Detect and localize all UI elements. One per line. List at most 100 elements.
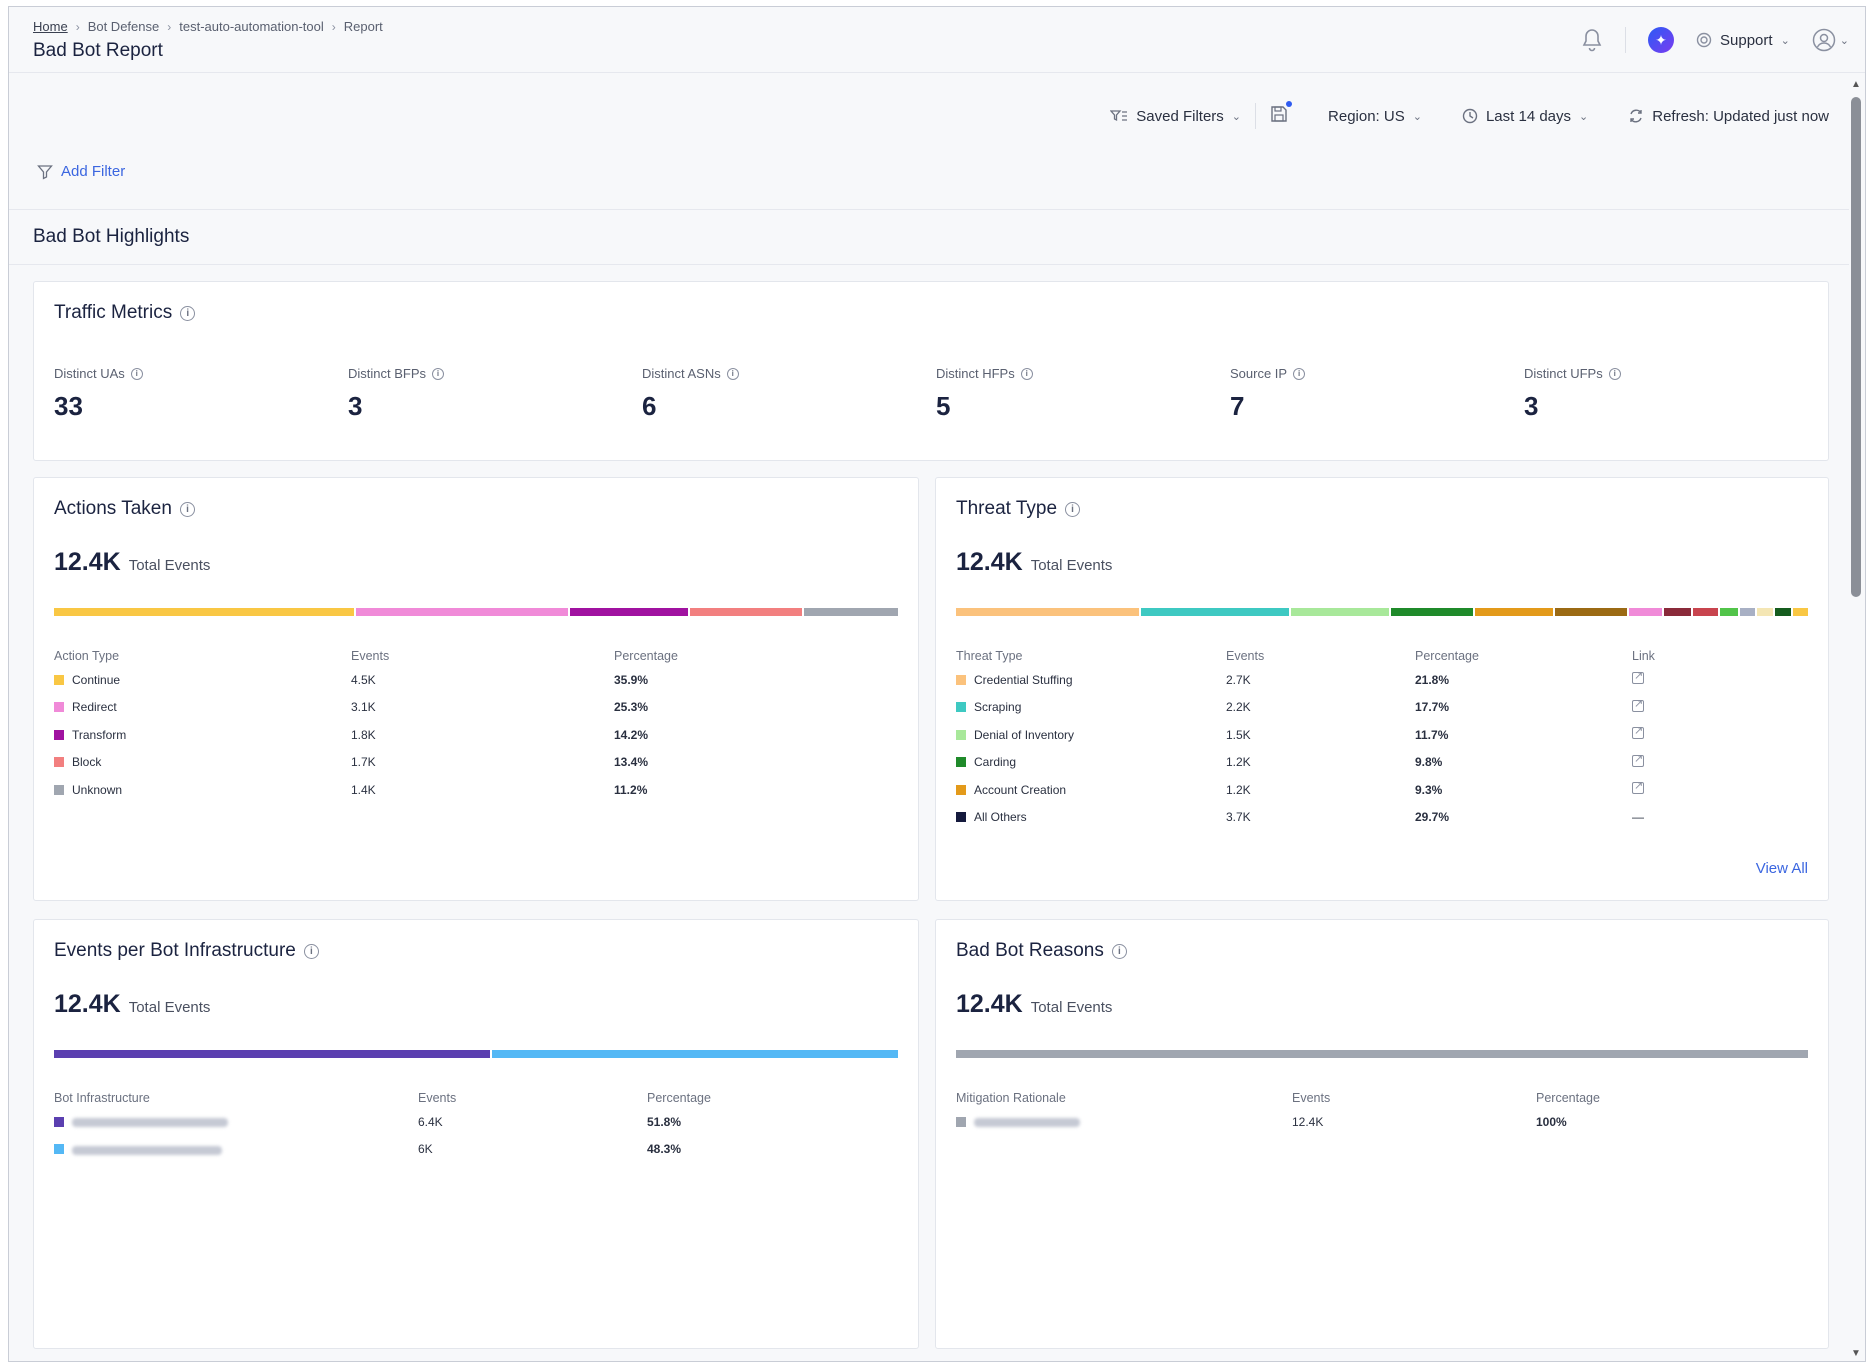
name-cell: Credential Stuffing bbox=[956, 666, 1226, 694]
saved-filters-dropdown[interactable]: Saved Filters ⌄ bbox=[1110, 108, 1241, 125]
metric-item: Distinct UFPs i 3 bbox=[1524, 366, 1818, 422]
percentage-cell: 25.3% bbox=[614, 700, 649, 715]
funnel-icon bbox=[37, 164, 53, 180]
column-header: Threat Type bbox=[956, 649, 1023, 663]
stacked-bar bbox=[956, 1050, 1808, 1058]
external-link-icon[interactable] bbox=[1632, 669, 1644, 685]
info-icon[interactable]: i bbox=[1293, 367, 1306, 380]
info-icon[interactable]: i bbox=[1608, 367, 1621, 380]
bar-segment bbox=[491, 1050, 898, 1058]
info-icon[interactable]: i bbox=[1111, 943, 1127, 959]
info-icon[interactable]: i bbox=[130, 367, 143, 380]
bar-segment bbox=[956, 608, 1139, 616]
threat-table: Threat Type Events Percentage Link Crede… bbox=[956, 646, 1808, 831]
region-dropdown[interactable]: Region: US ⌄ bbox=[1328, 108, 1422, 125]
bar-segment bbox=[569, 608, 689, 616]
bar-segment bbox=[1792, 608, 1809, 616]
metric-label-text: Distinct BFPs bbox=[348, 366, 427, 381]
time-range-dropdown[interactable]: Last 14 days ⌄ bbox=[1462, 108, 1588, 125]
stacked-bar bbox=[54, 1050, 898, 1058]
scroll-up-arrow-icon[interactable]: ▲ bbox=[1851, 79, 1861, 90]
external-link-icon[interactable] bbox=[1632, 779, 1644, 795]
legend-swatch bbox=[54, 1144, 64, 1155]
total-events: 12.4K Total Events bbox=[956, 548, 1112, 577]
metric-value: 7 bbox=[1230, 391, 1245, 421]
app-window: Home › Bot Defense › test-auto-automatio… bbox=[8, 6, 1866, 1362]
clock-icon bbox=[1462, 108, 1478, 124]
breadcrumb-home[interactable]: Home bbox=[33, 19, 68, 34]
card-title: Traffic Metrics i bbox=[54, 302, 196, 324]
info-icon[interactable]: i bbox=[179, 501, 195, 517]
table-row: Carding 1.2K 9.8% bbox=[956, 749, 1808, 777]
chevron-down-icon: ⌄ bbox=[1780, 34, 1790, 47]
info-icon[interactable]: i bbox=[1065, 501, 1081, 517]
top-header: Home › Bot Defense › test-auto-automatio… bbox=[9, 7, 1865, 73]
column-header: Action Type bbox=[54, 649, 120, 663]
time-range-label: Last 14 days bbox=[1485, 107, 1572, 125]
link-cell bbox=[1632, 721, 1808, 749]
bar-segment bbox=[54, 608, 355, 616]
legend-swatch bbox=[956, 784, 966, 795]
add-filter-button[interactable]: Add Filter bbox=[37, 163, 125, 180]
metric-item: Distinct UAs i 33 bbox=[54, 366, 348, 422]
bar-segment bbox=[1475, 608, 1553, 616]
column-header: Events bbox=[418, 1091, 457, 1105]
scrollbar-thumb[interactable] bbox=[1851, 97, 1861, 597]
scroll-down-arrow-icon[interactable]: ▼ bbox=[1851, 1348, 1861, 1359]
legend-swatch bbox=[956, 812, 966, 823]
info-icon[interactable]: i bbox=[303, 943, 319, 959]
info-icon[interactable]: i bbox=[1020, 367, 1033, 380]
bar-segment bbox=[804, 608, 899, 616]
column-header: Events bbox=[1226, 649, 1265, 663]
refresh-button[interactable]: Refresh: Updated just now bbox=[1628, 108, 1829, 125]
table-row: Credential Stuffing 2.7K 21.8% bbox=[956, 666, 1808, 694]
metrics-row: Distinct UAs i 33 Distinct BFPs i 3 Distinct A… bbox=[54, 366, 1818, 422]
events-cell: 1.5K bbox=[1226, 727, 1251, 742]
percentage-cell: 51.8% bbox=[647, 1114, 682, 1129]
events-cell: 2.2K bbox=[1226, 700, 1251, 715]
no-link-dash: — bbox=[1632, 810, 1644, 825]
table-row: 6K 48.3% bbox=[54, 1136, 898, 1164]
external-link-icon[interactable] bbox=[1632, 724, 1644, 740]
infrastructure-table: Bot Infrastructure Events Percentage 6.4… bbox=[54, 1088, 898, 1163]
info-icon[interactable]: i bbox=[726, 367, 739, 380]
redacted-name bbox=[72, 1145, 222, 1155]
bell-icon[interactable] bbox=[1581, 28, 1603, 52]
bar-segment bbox=[1720, 608, 1739, 616]
row-label: Transform bbox=[72, 727, 127, 742]
metric-label: Distinct UFPs i bbox=[1524, 366, 1818, 381]
info-icon[interactable]: i bbox=[180, 305, 196, 321]
breadcrumb-bot-defense[interactable]: Bot Defense bbox=[87, 19, 160, 34]
external-link-icon[interactable] bbox=[1632, 697, 1644, 712]
view-all-link[interactable]: View All bbox=[1755, 860, 1808, 877]
percentage-cell: 48.3% bbox=[647, 1142, 682, 1157]
ai-assistant-icon[interactable]: ✦ bbox=[1648, 27, 1675, 53]
region-label: Region: US bbox=[1328, 107, 1405, 125]
metric-label: Distinct HFPs i bbox=[936, 366, 1230, 381]
total-events-label: Total Events bbox=[1030, 999, 1113, 1016]
info-icon[interactable]: i bbox=[432, 367, 445, 380]
row-label: Continue bbox=[72, 672, 121, 687]
link-cell bbox=[1632, 694, 1808, 722]
redacted-name bbox=[72, 1118, 228, 1128]
metric-label-text: Distinct ASNs bbox=[642, 366, 721, 381]
support-menu[interactable]: Support ⌄ bbox=[1696, 32, 1790, 49]
card-title: Bad Bot Reasons i bbox=[956, 940, 1127, 962]
legend-swatch bbox=[956, 729, 966, 740]
scrollbar[interactable]: ▲ ▼ bbox=[1849, 79, 1863, 1359]
chevron-down-icon: ⌄ bbox=[1412, 110, 1422, 123]
legend-swatch bbox=[956, 702, 966, 713]
save-icon bbox=[1271, 106, 1287, 122]
percentage-cell: 29.7% bbox=[1415, 810, 1450, 825]
save-filter-button[interactable] bbox=[1270, 101, 1293, 127]
bar-segment bbox=[1740, 608, 1756, 616]
bar-segment bbox=[356, 608, 568, 616]
table-row: Denial of Inventory 1.5K 11.7% bbox=[956, 721, 1808, 749]
stacked-bar bbox=[54, 608, 899, 616]
name-cell bbox=[54, 1108, 418, 1136]
name-cell: Scraping bbox=[956, 694, 1226, 722]
external-link-icon[interactable] bbox=[1632, 752, 1644, 767]
breadcrumb-app[interactable]: test-auto-automation-tool bbox=[179, 19, 324, 34]
user-menu[interactable]: ⌄ bbox=[1812, 28, 1849, 52]
name-cell: Carding bbox=[956, 749, 1226, 777]
